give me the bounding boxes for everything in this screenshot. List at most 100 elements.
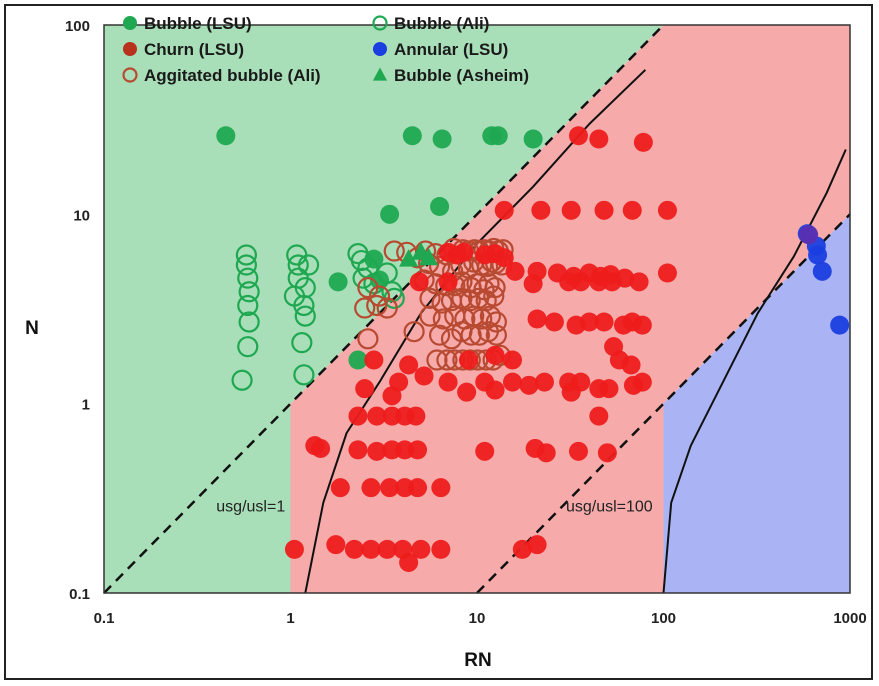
point-bubble-lsu-5 xyxy=(523,129,543,149)
point-churn-lsu-3 xyxy=(494,200,514,220)
point-aggitated-bubble-ali-30 xyxy=(366,294,388,317)
point-churn-lsu-49 xyxy=(414,366,434,386)
y-axis-ticks: 0.1 1 10 100 xyxy=(65,18,90,603)
point-bubble-ali-17 xyxy=(293,364,315,386)
point-churn-lsu-74 xyxy=(367,441,387,461)
point-annular-lsu-2 xyxy=(808,245,828,265)
point-churn-lsu-50 xyxy=(438,372,458,392)
point-churn-lsu-72 xyxy=(305,436,325,456)
point-churn-lsu-91 xyxy=(326,535,346,555)
series-annular-churn-overlap xyxy=(799,225,819,245)
point-churn-lsu-100 xyxy=(527,535,547,555)
point-churn-lsu-5 xyxy=(561,200,581,220)
point-annular-lsu-4 xyxy=(830,315,850,335)
point-churn-lsu-30 xyxy=(602,272,622,292)
point-churn-lsu-58 xyxy=(519,375,539,395)
point-churn-lsu-53 xyxy=(534,372,554,392)
point-churn-lsu-0 xyxy=(568,126,588,146)
point-bubble-ali-16 xyxy=(291,332,313,354)
point-bubble-lsu-4 xyxy=(488,126,508,146)
point-bubble-ali-19 xyxy=(350,249,373,272)
point-churn-lsu-7 xyxy=(622,200,642,220)
legend-item-aggitated-bubble-ali: Aggitated bubble (Ali) xyxy=(122,66,321,85)
point-churn-lsu-31 xyxy=(629,272,649,292)
point-aggitated-bubble-ali-51 xyxy=(419,305,441,327)
point-bubble-ali-15 xyxy=(294,305,316,327)
point-bubble-ali-6 xyxy=(237,336,259,358)
point-bubble-ali-0 xyxy=(235,244,257,266)
plot-area-border xyxy=(103,24,851,594)
point-churn-lsu-98 xyxy=(399,552,419,572)
point-churn-lsu-29 xyxy=(589,272,609,292)
point-churn-lsu-4 xyxy=(531,200,551,220)
point-aggitated-bubble-ali-60 xyxy=(428,324,451,346)
legend-item-bubble-ali: Bubble (Ali) xyxy=(372,14,489,33)
point-churn-lsu-94 xyxy=(377,539,397,559)
point-churn-lsu-52 xyxy=(502,372,522,392)
point-aggitated-bubble-ali-28 xyxy=(368,285,391,307)
legend-label: Bubble (Ali) xyxy=(394,14,489,33)
point-churn-lsu-28 xyxy=(571,272,591,292)
series-bubble-asheim xyxy=(399,242,439,267)
point-bubble-ali-7 xyxy=(231,369,253,391)
point-churn-lsu-80 xyxy=(536,443,556,463)
region-churn xyxy=(290,25,850,593)
point-aggitated-bubble-ali-67 xyxy=(426,349,448,371)
point-churn-lsu-6 xyxy=(594,200,614,220)
point-churn-lsu-90 xyxy=(284,539,304,559)
point-churn-lsu-97 xyxy=(431,539,451,559)
legend-item-annular-lsu: Annular (LSU) xyxy=(373,40,508,59)
legend-marker xyxy=(123,42,137,56)
point-churn-lsu-73 xyxy=(348,440,368,460)
point-churn-lsu-25 xyxy=(409,272,429,292)
point-bubble-lsu-6 xyxy=(380,204,400,224)
point-bubble-ali-3 xyxy=(238,281,260,303)
legend-item-bubble-asheim: Bubble (Asheim) xyxy=(372,66,529,85)
point-bubble-asheim-0 xyxy=(399,249,419,267)
point-bubble-ali-4 xyxy=(237,294,259,317)
point-aggitated-bubble-ali-56 xyxy=(471,308,493,330)
point-annular-churn-overlap-0 xyxy=(799,225,819,245)
point-churn-lsu-40 xyxy=(364,350,384,370)
dashed-boundary-line-1 xyxy=(476,213,851,594)
point-churn-lsu-43 xyxy=(485,345,505,365)
point-aggitated-bubble-ali-45 xyxy=(451,287,473,309)
point-churn-lsu-84 xyxy=(330,478,350,498)
point-churn-lsu-35 xyxy=(579,312,599,332)
dashed-boundary-line-0 xyxy=(103,24,665,594)
legend-label: Bubble (Asheim) xyxy=(394,66,529,85)
point-churn-lsu-88 xyxy=(408,478,428,498)
point-bubble-ali-14 xyxy=(293,294,315,317)
point-bubble-ali-9 xyxy=(287,254,309,276)
x-tick-label-2: 10 xyxy=(469,610,486,627)
point-churn-lsu-42 xyxy=(458,350,478,370)
point-churn-lsu-83 xyxy=(589,406,609,426)
point-churn-lsu-70 xyxy=(406,406,426,426)
region-annular xyxy=(663,214,850,594)
series-bubble-ali xyxy=(231,243,405,391)
point-churn-lsu-61 xyxy=(599,379,619,399)
point-churn-lsu-99 xyxy=(512,539,532,559)
point-churn-lsu-66 xyxy=(348,406,368,426)
point-churn-lsu-41 xyxy=(399,355,419,375)
x-axis-label: RN xyxy=(464,650,491,671)
series-aggitated-bubble-ali xyxy=(354,237,514,371)
point-aggitated-bubble-ali-40 xyxy=(478,273,500,295)
point-churn-lsu-2 xyxy=(633,132,653,152)
point-aggitated-bubble-ali-57 xyxy=(479,305,502,327)
point-churn-lsu-63 xyxy=(382,386,402,406)
annotation-usg-usl-100: usg/usl=100 xyxy=(566,498,653,515)
x-tick-label-1: 1 xyxy=(286,610,294,627)
point-churn-lsu-86 xyxy=(380,478,400,498)
x-tick-label-4: 1000 xyxy=(833,610,866,627)
point-churn-lsu-26 xyxy=(523,274,543,294)
x-axis-ticks: 0.1 1 10 100 1000 xyxy=(94,610,867,627)
solid-transition-curve-3 xyxy=(662,149,847,594)
point-churn-lsu-36 xyxy=(594,312,614,332)
point-churn-lsu-1 xyxy=(589,129,609,149)
point-churn-lsu-59 xyxy=(561,382,581,402)
point-bubble-lsu-0 xyxy=(216,126,236,146)
point-churn-lsu-78 xyxy=(475,441,495,461)
point-aggitated-bubble-ali-68 xyxy=(436,349,458,371)
point-churn-lsu-14 xyxy=(494,248,514,268)
